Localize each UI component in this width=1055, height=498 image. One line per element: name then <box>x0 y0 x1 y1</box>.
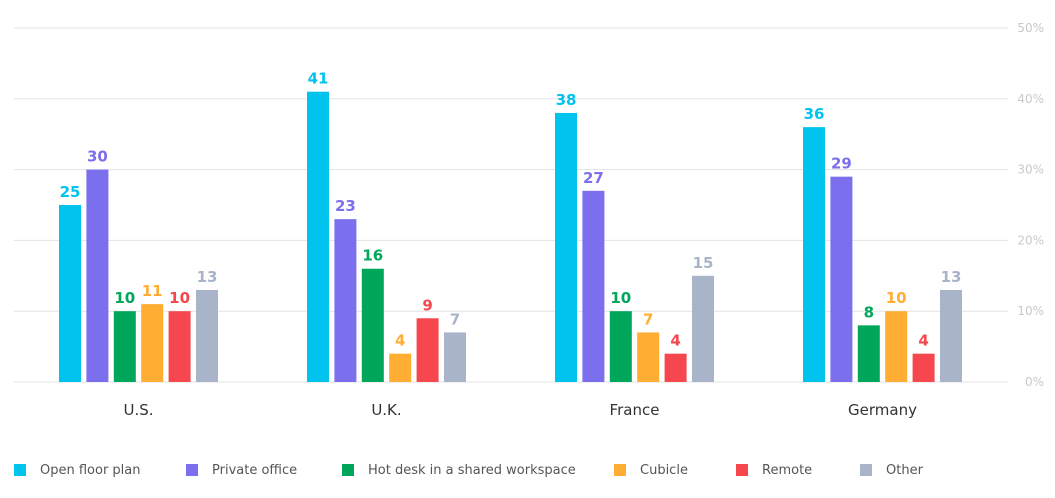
y-tick-label: 20% <box>1017 233 1044 247</box>
legend-swatch <box>342 464 354 476</box>
legend: Open floor plan Private office Hot desk in… <box>14 458 1044 482</box>
data-label: 7 <box>643 310 653 328</box>
legend-item: Cubicle <box>614 458 688 482</box>
x-tick-label: Germany <box>848 401 917 419</box>
data-label: 27 <box>583 169 604 187</box>
legend-swatch <box>860 464 872 476</box>
data-label: 10 <box>169 289 190 307</box>
y-axis-ticks: 0% 10% 20% 30% 40% 50% <box>1017 21 1044 389</box>
data-label: 10 <box>610 289 631 307</box>
legend-label: Cubicle <box>640 462 688 478</box>
bar <box>141 304 164 382</box>
data-label: 13 <box>941 268 962 286</box>
y-tick-label: 10% <box>1017 304 1044 318</box>
data-label: 10 <box>114 289 135 307</box>
bar <box>86 169 109 382</box>
legend-item: Hot desk in a shared workspace <box>342 458 576 482</box>
legend-item: Private office <box>186 458 297 482</box>
bar <box>692 275 714 382</box>
x-tick-label: France <box>610 401 660 419</box>
bar <box>389 353 412 382</box>
bar <box>113 311 136 382</box>
bar <box>912 353 935 382</box>
legend-item: Open floor plan <box>14 458 141 482</box>
bar <box>334 219 357 382</box>
bar <box>637 332 660 382</box>
legend-label: Open floor plan <box>40 462 141 478</box>
legend-label: Remote <box>762 462 813 478</box>
legend-swatch <box>614 464 626 476</box>
data-label: 25 <box>60 183 81 201</box>
y-tick-label: 40% <box>1017 92 1044 106</box>
data-label: 23 <box>335 197 356 215</box>
data-label: 8 <box>864 303 874 321</box>
data-label: 30 <box>87 148 108 166</box>
y-tick-label: 0% <box>1025 375 1044 389</box>
data-label: 11 <box>142 282 163 300</box>
bars <box>59 91 962 383</box>
y-tick-label: 50% <box>1017 21 1044 35</box>
x-axis-ticks: U.S. U.K. France Germany <box>123 401 917 419</box>
data-label: 4 <box>918 332 928 350</box>
legend-label: Hot desk in a shared workspace <box>368 462 576 478</box>
bar <box>307 91 329 382</box>
bar <box>168 311 191 382</box>
data-label: 13 <box>197 268 218 286</box>
bar <box>664 353 687 382</box>
data-label: 29 <box>831 155 852 173</box>
legend-swatch <box>186 464 198 476</box>
bar <box>857 325 880 382</box>
bar <box>59 205 81 382</box>
legend-swatch <box>736 464 748 476</box>
bar <box>582 190 605 382</box>
bar <box>609 311 632 382</box>
bar <box>830 176 853 382</box>
data-label: 7 <box>450 310 460 328</box>
data-label: 41 <box>308 70 329 88</box>
bar <box>361 268 384 382</box>
data-label: 16 <box>362 247 383 265</box>
bar <box>940 289 962 382</box>
bar <box>885 311 908 382</box>
legend-label: Private office <box>212 462 298 478</box>
bar <box>803 127 825 383</box>
x-tick-label: U.K. <box>371 401 401 419</box>
bar <box>416 318 439 382</box>
bar <box>196 289 218 382</box>
legend-item: Other <box>860 458 923 482</box>
data-label: 38 <box>556 91 577 109</box>
bar <box>444 332 466 382</box>
x-tick-label: U.S. <box>123 401 153 419</box>
legend-swatch <box>14 464 26 476</box>
data-label: 9 <box>422 296 432 314</box>
data-label: 36 <box>804 105 825 123</box>
data-label: 4 <box>670 332 680 350</box>
legend-label: Other <box>886 462 923 478</box>
data-label: 4 <box>395 332 405 350</box>
legend-item: Remote <box>736 458 812 482</box>
y-tick-label: 30% <box>1017 163 1044 177</box>
bar <box>555 112 577 383</box>
data-label: 15 <box>693 254 714 272</box>
data-label: 10 <box>886 289 907 307</box>
